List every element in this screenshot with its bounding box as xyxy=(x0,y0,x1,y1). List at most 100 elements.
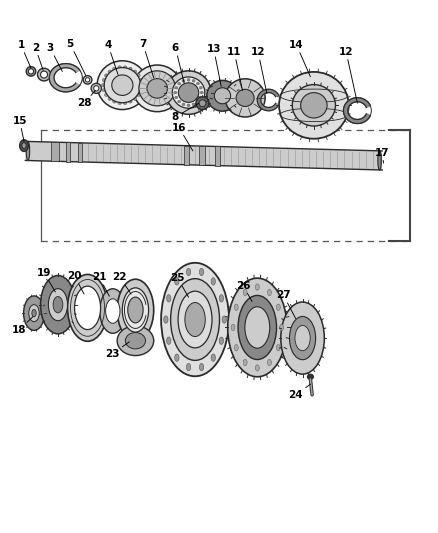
Ellipse shape xyxy=(178,100,181,103)
Ellipse shape xyxy=(185,303,205,336)
Text: 18: 18 xyxy=(11,317,33,335)
Polygon shape xyxy=(78,143,82,162)
Text: 5: 5 xyxy=(67,39,86,76)
Ellipse shape xyxy=(175,278,179,285)
Ellipse shape xyxy=(129,67,132,70)
Ellipse shape xyxy=(105,74,108,77)
Text: 11: 11 xyxy=(227,47,243,91)
Ellipse shape xyxy=(175,86,178,89)
Ellipse shape xyxy=(108,70,112,73)
Ellipse shape xyxy=(24,296,45,330)
Ellipse shape xyxy=(228,278,287,377)
Ellipse shape xyxy=(124,101,127,104)
Ellipse shape xyxy=(83,76,92,84)
Ellipse shape xyxy=(196,97,209,110)
Ellipse shape xyxy=(102,78,106,82)
Ellipse shape xyxy=(100,289,126,333)
Ellipse shape xyxy=(300,93,327,118)
Ellipse shape xyxy=(161,263,229,376)
Ellipse shape xyxy=(378,151,381,170)
Text: 26: 26 xyxy=(236,280,252,302)
Ellipse shape xyxy=(94,86,99,91)
Ellipse shape xyxy=(108,97,112,100)
Ellipse shape xyxy=(219,295,223,302)
Ellipse shape xyxy=(22,143,26,149)
Ellipse shape xyxy=(234,304,238,310)
Ellipse shape xyxy=(199,86,202,89)
Ellipse shape xyxy=(166,295,171,302)
Ellipse shape xyxy=(105,93,108,96)
Ellipse shape xyxy=(178,83,199,102)
Ellipse shape xyxy=(211,354,215,361)
Ellipse shape xyxy=(192,103,195,106)
Text: 20: 20 xyxy=(67,271,84,294)
Ellipse shape xyxy=(97,61,148,110)
Text: 27: 27 xyxy=(276,290,296,318)
Polygon shape xyxy=(49,63,80,92)
Ellipse shape xyxy=(182,103,185,106)
Ellipse shape xyxy=(276,304,280,310)
Ellipse shape xyxy=(125,333,145,349)
Ellipse shape xyxy=(196,82,199,85)
Ellipse shape xyxy=(187,78,190,81)
Ellipse shape xyxy=(147,78,167,98)
Ellipse shape xyxy=(139,88,142,92)
Text: 6: 6 xyxy=(172,43,184,83)
Text: 1: 1 xyxy=(18,40,31,68)
Ellipse shape xyxy=(20,140,28,151)
Ellipse shape xyxy=(118,101,121,104)
Ellipse shape xyxy=(41,71,47,78)
Text: 14: 14 xyxy=(289,40,311,77)
Ellipse shape xyxy=(53,296,63,313)
Ellipse shape xyxy=(245,307,270,348)
Ellipse shape xyxy=(187,364,191,371)
Ellipse shape xyxy=(133,97,137,100)
Text: 19: 19 xyxy=(37,268,55,292)
Text: 22: 22 xyxy=(113,272,131,294)
Ellipse shape xyxy=(234,344,238,351)
Ellipse shape xyxy=(276,344,280,351)
Text: 8: 8 xyxy=(172,103,199,122)
Ellipse shape xyxy=(307,374,314,379)
Ellipse shape xyxy=(279,324,283,330)
Text: 24: 24 xyxy=(288,384,311,400)
Ellipse shape xyxy=(268,289,272,296)
Ellipse shape xyxy=(279,72,349,139)
Text: 4: 4 xyxy=(104,40,118,75)
Ellipse shape xyxy=(214,88,231,104)
Ellipse shape xyxy=(38,68,50,81)
Ellipse shape xyxy=(166,337,171,344)
Ellipse shape xyxy=(112,75,133,95)
Ellipse shape xyxy=(67,274,108,341)
Polygon shape xyxy=(25,141,382,170)
Ellipse shape xyxy=(187,268,191,276)
Polygon shape xyxy=(215,147,220,166)
Text: 12: 12 xyxy=(251,47,267,94)
Ellipse shape xyxy=(199,100,206,107)
Polygon shape xyxy=(51,142,59,161)
Ellipse shape xyxy=(219,337,223,344)
Ellipse shape xyxy=(211,278,215,285)
Ellipse shape xyxy=(255,284,259,290)
Ellipse shape xyxy=(196,100,199,103)
Ellipse shape xyxy=(128,297,143,323)
Ellipse shape xyxy=(174,91,177,94)
Ellipse shape xyxy=(268,359,272,366)
Text: 16: 16 xyxy=(172,123,193,151)
Ellipse shape xyxy=(139,71,176,106)
Ellipse shape xyxy=(91,83,102,93)
Ellipse shape xyxy=(74,286,101,329)
Ellipse shape xyxy=(48,289,67,321)
Text: 2: 2 xyxy=(32,43,43,70)
Ellipse shape xyxy=(182,79,185,82)
Ellipse shape xyxy=(85,78,90,82)
Ellipse shape xyxy=(32,310,36,317)
Polygon shape xyxy=(343,98,371,124)
Ellipse shape xyxy=(164,316,168,323)
Ellipse shape xyxy=(102,88,106,92)
Ellipse shape xyxy=(295,326,310,351)
Ellipse shape xyxy=(26,141,30,160)
Ellipse shape xyxy=(222,316,226,323)
Ellipse shape xyxy=(281,302,324,374)
Ellipse shape xyxy=(199,96,202,99)
